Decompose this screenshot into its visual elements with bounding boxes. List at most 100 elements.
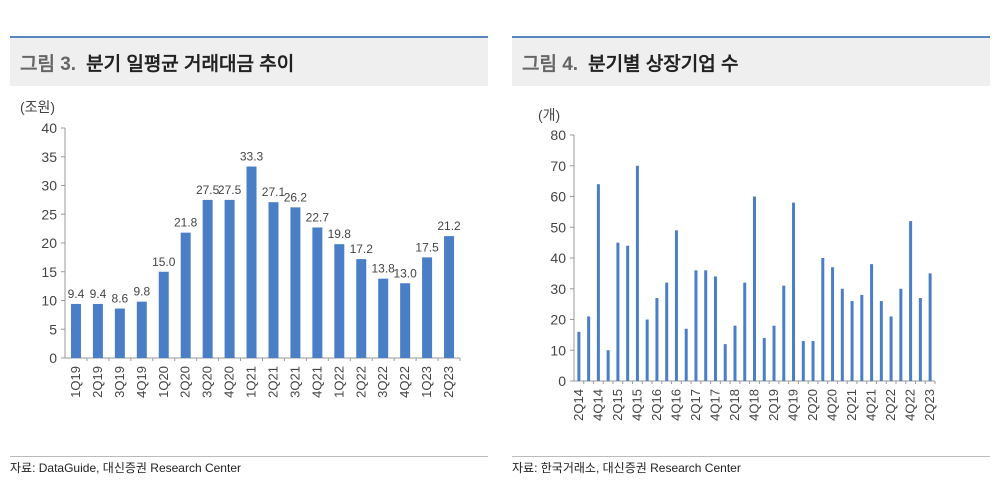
x-tick-label: 2Q20 — [178, 366, 193, 398]
right-title: 그림 4. 분기별 상장기업 수 — [512, 36, 990, 86]
bar — [753, 196, 756, 381]
y-tick-label: 0 — [49, 350, 57, 366]
data-label: 33.3 — [240, 150, 264, 164]
bar — [684, 328, 688, 381]
y-tick-label: 40 — [41, 120, 57, 136]
x-tick-label: 3Q22 — [375, 366, 390, 398]
x-tick-label: 4Q21 — [309, 366, 324, 398]
data-label: 27.1 — [262, 185, 286, 199]
bar — [400, 283, 411, 358]
x-tick-label: 4Q22 — [903, 389, 918, 421]
bar — [312, 227, 323, 358]
bar — [665, 282, 669, 381]
bar — [635, 165, 639, 381]
x-tick-label: 4Q17 — [707, 389, 722, 421]
x-tick-label: 2Q22 — [353, 366, 368, 398]
x-tick-label: 4Q20 — [825, 389, 840, 421]
y-tick-label: 15 — [41, 264, 57, 280]
y-tick-label: 30 — [41, 178, 57, 194]
data-label: 22.7 — [306, 210, 330, 224]
bar — [356, 259, 367, 358]
data-label: 13.8 — [372, 262, 396, 276]
bar — [704, 270, 708, 381]
data-label: 9.8 — [133, 285, 150, 299]
data-label: 27.5 — [218, 183, 242, 197]
x-tick-label: 3Q21 — [287, 366, 302, 398]
bar — [616, 242, 620, 381]
data-label: 8.6 — [112, 292, 129, 306]
x-tick-label: 2Q17 — [688, 389, 703, 421]
bar — [158, 271, 169, 358]
bar — [918, 297, 922, 381]
data-label: 21.2 — [437, 219, 461, 233]
x-tick-label: 2Q16 — [649, 389, 664, 421]
y-tick-label: 10 — [41, 293, 57, 309]
left-panel: 그림 3. 분기 일평균 거래대금 추이 — [10, 36, 488, 86]
bar — [928, 273, 932, 381]
bar — [655, 297, 659, 381]
bar — [70, 303, 81, 358]
bar — [378, 278, 389, 358]
x-tick-label: 2Q14 — [571, 389, 586, 421]
x-tick-label: 2Q22 — [883, 389, 898, 421]
bar — [626, 245, 630, 381]
bar — [268, 202, 279, 358]
data-label: 15.0 — [152, 255, 176, 269]
y-tick-label: 60 — [550, 189, 566, 205]
bar — [889, 316, 893, 381]
bar — [821, 258, 825, 381]
x-tick-label: 4Q19 — [786, 389, 801, 421]
bar — [831, 267, 835, 381]
bar — [743, 282, 747, 381]
x-tick-label: 2Q21 — [844, 389, 859, 421]
x-tick-label: 2Q21 — [265, 366, 280, 398]
bar — [444, 236, 455, 358]
bar — [587, 316, 591, 381]
bar — [246, 166, 257, 358]
bar — [723, 344, 727, 381]
data-label: 27.5 — [196, 183, 220, 197]
x-tick-label: 4Q22 — [397, 366, 412, 398]
bar — [334, 244, 345, 358]
y-tick-label: 0 — [558, 373, 566, 389]
bar — [782, 285, 786, 381]
bar — [801, 341, 805, 381]
bar — [422, 257, 433, 358]
bar — [840, 288, 844, 381]
bar — [713, 276, 717, 381]
bar — [909, 221, 913, 381]
bar — [596, 184, 600, 381]
x-tick-label: 1Q19 — [68, 366, 83, 398]
x-tick-label: 4Q16 — [668, 389, 683, 421]
bar — [180, 232, 191, 358]
x-tick-label: 2Q20 — [805, 389, 820, 421]
x-tick-label: 2Q15 — [610, 389, 625, 421]
data-label: 13.0 — [393, 266, 417, 280]
data-label: 21.8 — [174, 216, 198, 230]
y-tick-label: 70 — [550, 158, 566, 174]
y-tick-label: 20 — [550, 312, 566, 328]
y-tick-label: 20 — [41, 235, 57, 251]
bar — [811, 341, 815, 381]
x-tick-label: 4Q21 — [864, 389, 879, 421]
x-tick-label: 2Q19 — [90, 366, 105, 398]
x-tick-label: 2Q19 — [766, 389, 781, 421]
data-label: 9.4 — [68, 287, 85, 301]
x-tick-label: 4Q20 — [222, 366, 237, 398]
x-tick-label: 1Q20 — [156, 366, 171, 398]
bar — [577, 331, 581, 381]
x-tick-label: 3Q19 — [112, 366, 127, 398]
x-tick-label: 4Q14 — [590, 389, 605, 421]
y-tick-label: 25 — [41, 206, 57, 222]
bar — [606, 350, 610, 381]
data-label: 26.2 — [284, 190, 308, 204]
x-tick-label: 2Q23 — [922, 389, 937, 421]
y-tick-label: 40 — [550, 250, 566, 266]
x-tick-label: 4Q18 — [747, 389, 762, 421]
x-tick-label: 1Q21 — [244, 366, 259, 398]
data-label: 17.2 — [350, 242, 374, 256]
x-tick-label: 3Q20 — [200, 366, 215, 398]
y-tick-label: 35 — [41, 149, 57, 165]
y-tick-label: 30 — [550, 281, 566, 297]
y-tick-label: 5 — [49, 321, 57, 337]
